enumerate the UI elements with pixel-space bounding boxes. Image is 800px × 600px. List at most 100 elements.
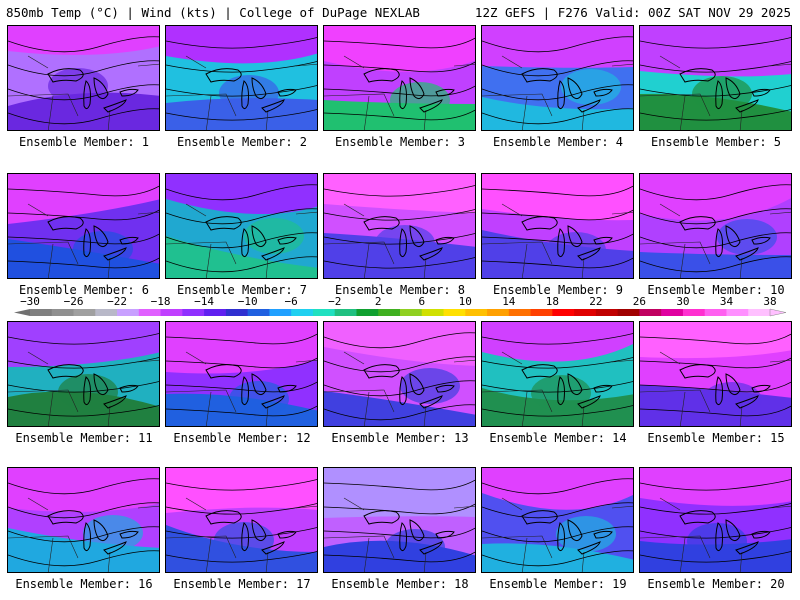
height-contour [8,185,159,197]
contrast-band [640,93,791,130]
ensemble-member-label: Ensemble Member: 3 [334,135,466,149]
temperature-field-map [8,322,159,426]
state-border [739,257,743,278]
colorbar-swatch [682,309,706,316]
warm-band [324,174,475,213]
state-border [640,93,711,117]
great-lake-outline [577,541,601,555]
state-border [521,537,528,572]
great-lake-outline [119,384,139,393]
height-contour [482,60,633,77]
great-lake-outline [679,364,716,379]
ensemble-member-label: Ensemble Member: 16 [15,577,153,591]
colorbar-tick-label: 34 [719,295,734,308]
state-border [47,243,54,278]
state-border [8,93,79,117]
ensemble-map-panel [165,25,318,131]
height-contour [166,208,317,225]
state-border [8,535,79,559]
great-lake-outline [521,216,558,231]
height-contour [8,36,159,53]
ensemble-map-panel [639,321,792,427]
temperature-core [717,219,777,255]
state-border [107,405,111,426]
colorbar-tick-label: 2 [374,295,382,308]
great-lake-outline [261,541,285,555]
great-lake-outline [47,510,84,525]
temperature-field-map [640,322,791,426]
state-border [295,63,317,67]
height-contour [324,209,475,221]
great-lake-outline [119,530,139,539]
colorbar-swatch [95,309,118,316]
great-lake-outline [241,376,249,406]
ensemble-member-label: Ensemble Member: 13 [331,431,469,445]
colorbar-swatch [508,309,532,316]
state-border [659,351,681,365]
great-lake-outline [567,373,583,396]
great-lake-outline [103,541,127,555]
state-border [265,109,269,130]
ensemble-member-label: Ensemble Member: 12 [173,431,311,445]
state-border [27,351,49,365]
height-contour [324,61,475,73]
height-contour [482,108,633,125]
temperature-core [561,69,621,105]
state-border [324,93,395,117]
state-border [8,241,79,265]
temperature-core [687,523,747,559]
height-contour [324,479,475,491]
great-lake-outline [567,225,583,248]
great-lake-outline [419,247,443,261]
great-lake-outline [435,530,455,539]
state-border [581,405,585,426]
height-contour [324,551,475,563]
great-lake-outline [103,395,127,409]
height-contour [640,479,791,491]
height-contour [640,333,791,345]
state-border [769,63,791,67]
height-contour [8,478,159,495]
temperature-field-map [640,174,791,278]
ensemble-map-panel [165,467,318,573]
height-contour [324,356,475,373]
great-lake-outline [557,522,565,552]
state-border [521,95,528,130]
colorbar-swatch [400,309,423,316]
colorbar-swatch [182,309,205,316]
ensemble-map-panel [7,321,160,427]
colorbar-tick-label: −2 [328,295,342,308]
height-contour [482,550,633,567]
great-lake-outline [735,247,759,261]
state-border [769,211,791,215]
ensemble-map-panel [481,173,634,279]
state-border [27,55,49,69]
colorbar-swatch [487,309,510,316]
great-lake-outline [103,247,127,261]
great-lake-outline [409,519,425,542]
colorbar-swatch [160,309,183,316]
colorbar-swatch [421,309,445,316]
state-border [581,109,585,130]
great-lake-outline [751,384,771,393]
great-lake-outline [399,80,407,110]
ensemble-member-label: Ensemble Member: 7 [176,283,308,297]
temperature-core [229,381,289,417]
colorbar-right-arrow [769,308,787,317]
temperature-field-map [166,468,317,572]
great-lake-outline [251,519,267,542]
great-lake-outline [557,80,565,110]
temperature-colorbar [14,308,787,317]
ensemble-member-label: Ensemble Member: 4 [492,135,624,149]
great-lake-outline [363,216,400,231]
warm-band [640,174,791,221]
colorbar-swatch [595,309,619,316]
colorbar-swatch [443,309,466,316]
state-border [453,63,475,67]
temperature-core [375,225,435,261]
colorbar-tick-label: 38 [763,295,777,308]
temperature-core [556,516,616,552]
state-border [137,63,159,67]
warm-band [166,26,317,64]
state-border [363,243,370,278]
